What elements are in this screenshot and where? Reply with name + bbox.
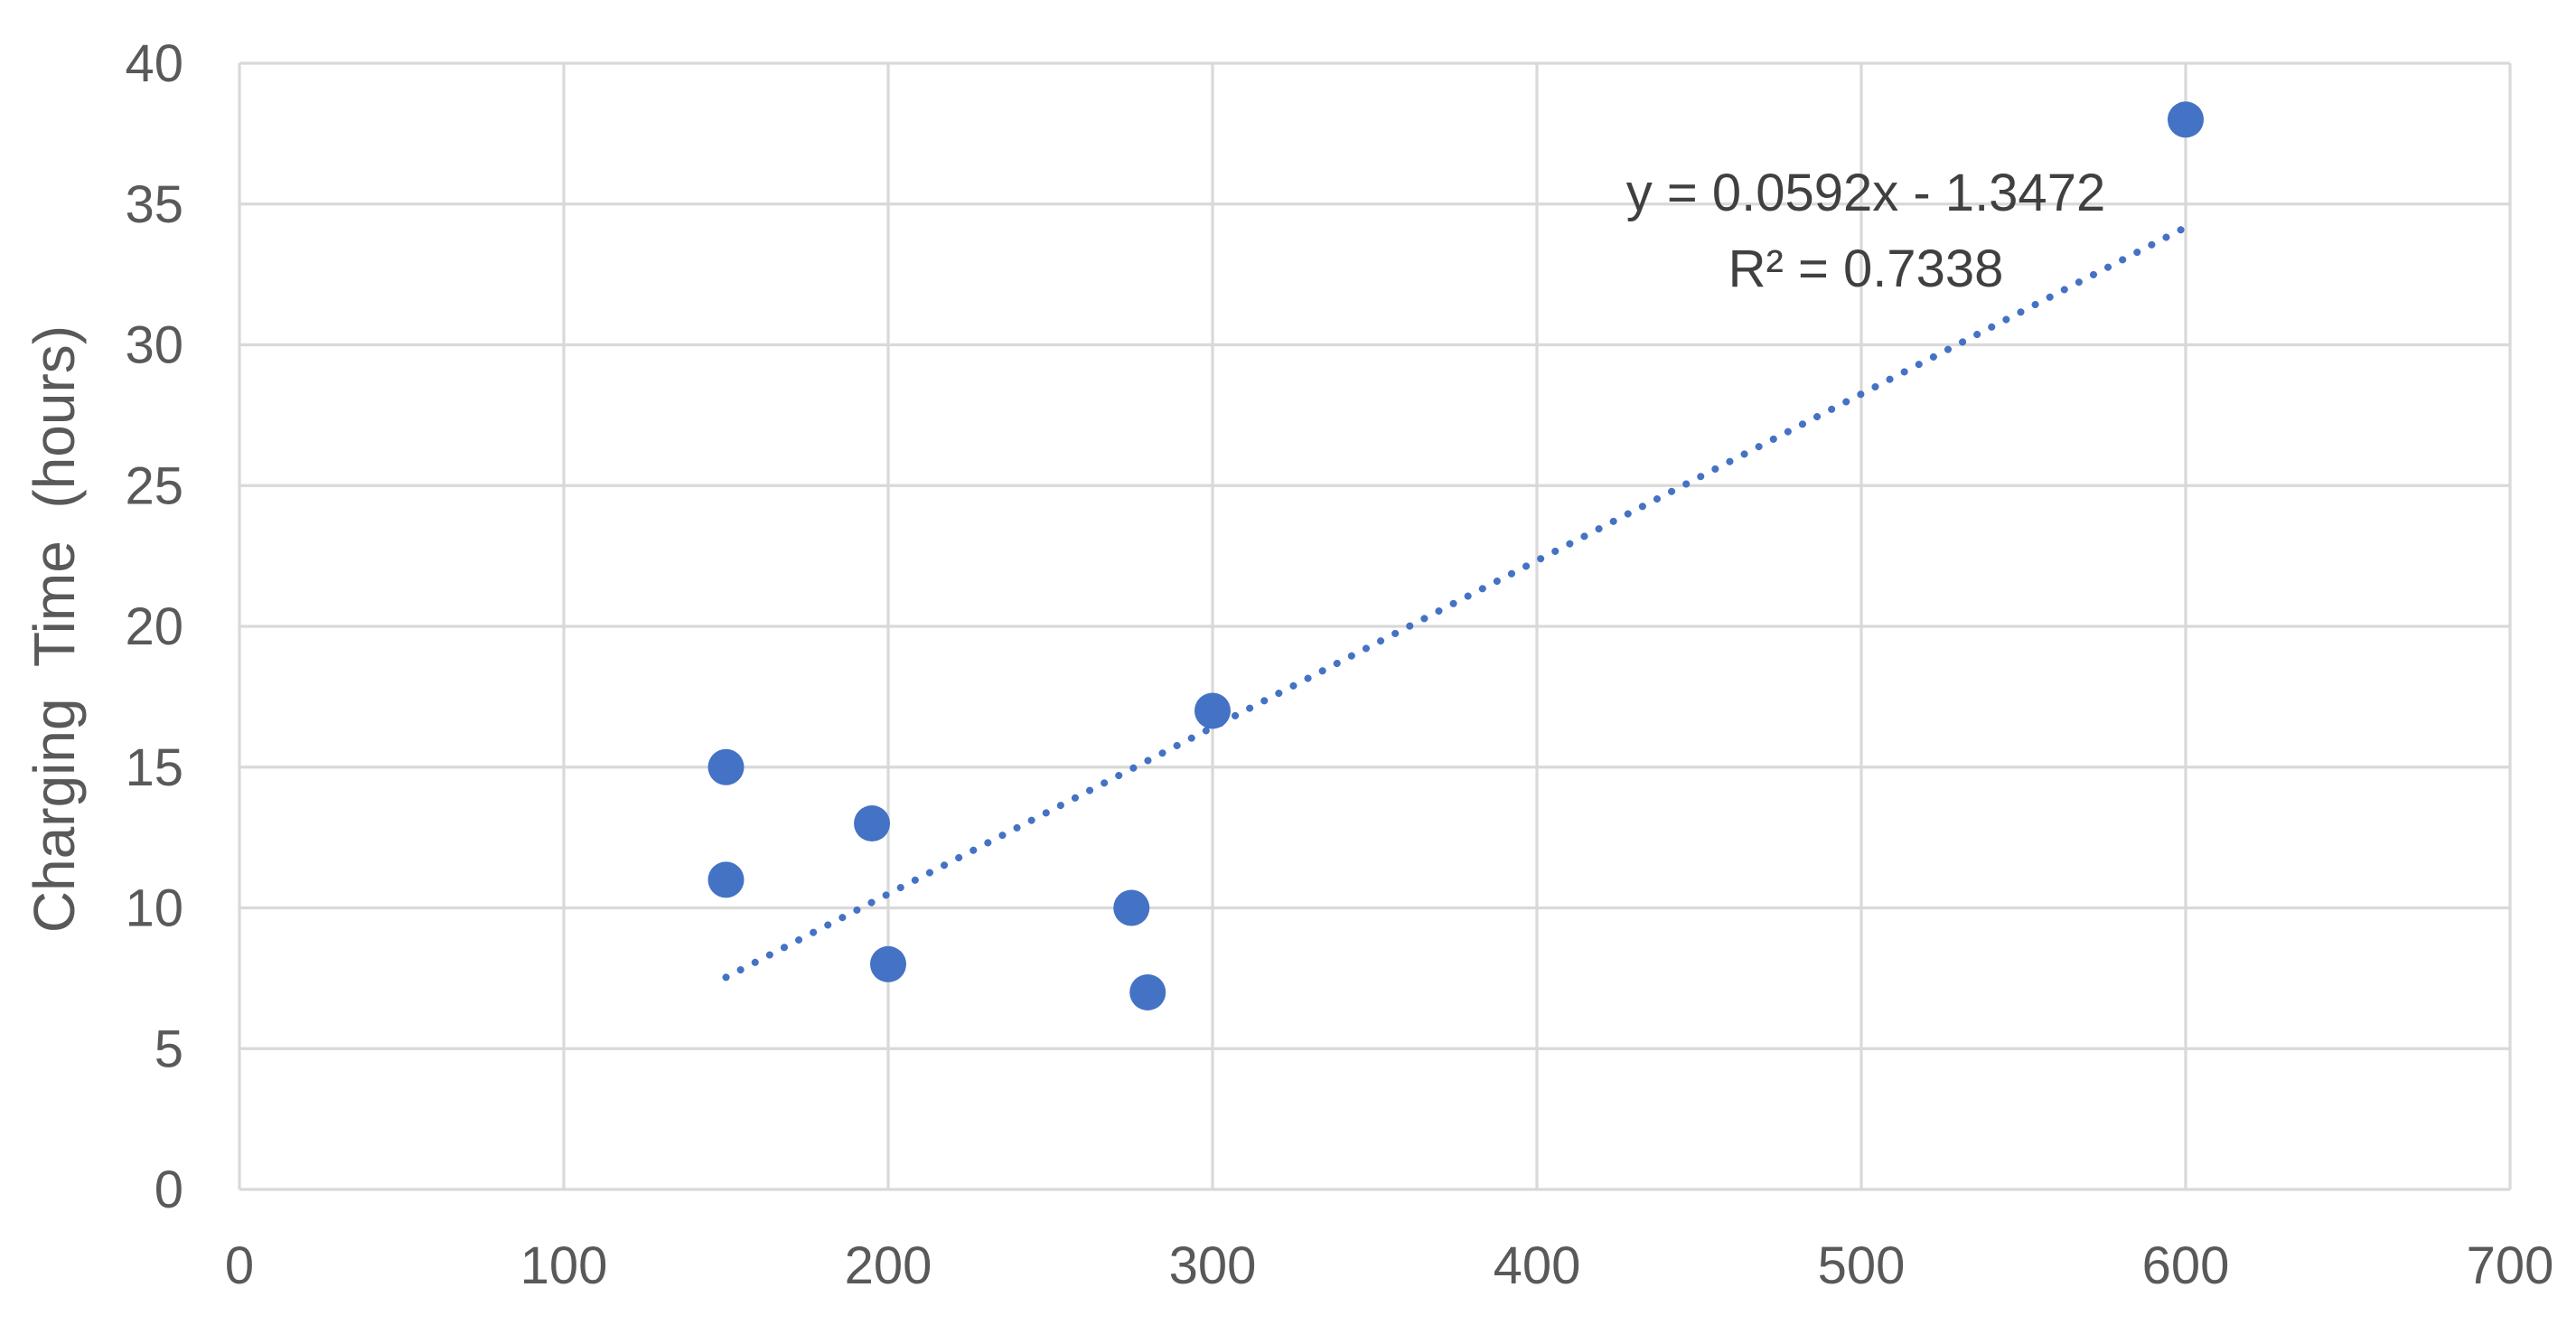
data-point <box>854 805 891 842</box>
x-tick-label: 0 <box>225 1236 254 1295</box>
y-tick-label: 10 <box>125 879 183 938</box>
trendline-equation: y = 0.0592x - 1.3472 <box>1626 164 2105 222</box>
y-tick-label: 5 <box>155 1020 183 1078</box>
x-tick-label: 500 <box>1818 1236 1906 1295</box>
data-point <box>1129 973 1166 1010</box>
data-points <box>707 101 2204 1010</box>
y-axis-tick-labels: 0 5 10 15 20 25 30 35 40 <box>125 34 183 1219</box>
y-tick-label: 40 <box>125 34 183 93</box>
y-tick-label: 25 <box>125 456 183 515</box>
x-tick-label: 200 <box>845 1236 932 1295</box>
data-point <box>1194 692 1231 729</box>
trendline <box>722 223 2189 982</box>
x-tick-label: 300 <box>1169 1236 1257 1295</box>
trendline-r-squared: R² = 0.7338 <box>1728 240 2004 298</box>
y-axis-title: Charging Time (hours) <box>22 325 87 933</box>
data-point <box>707 748 745 785</box>
y-tick-label: 35 <box>125 175 183 234</box>
data-point <box>870 945 906 982</box>
y-tick-label: 30 <box>125 316 183 375</box>
data-point <box>1113 889 1150 926</box>
x-tick-label: 400 <box>1494 1236 1581 1295</box>
x-tick-label: 100 <box>520 1236 608 1295</box>
y-tick-label: 15 <box>125 738 183 797</box>
grid-lines <box>238 61 2512 1191</box>
x-tick-label: 700 <box>2467 1236 2554 1295</box>
y-tick-label: 0 <box>155 1161 183 1219</box>
x-axis-tick-labels: 0 100 200 300 400 500 600 700 <box>225 1236 2554 1295</box>
y-tick-label: 20 <box>125 597 183 656</box>
data-point <box>2168 101 2204 138</box>
trendline-group <box>722 223 2189 982</box>
x-tick-label: 600 <box>2142 1236 2230 1295</box>
data-point <box>707 861 745 898</box>
